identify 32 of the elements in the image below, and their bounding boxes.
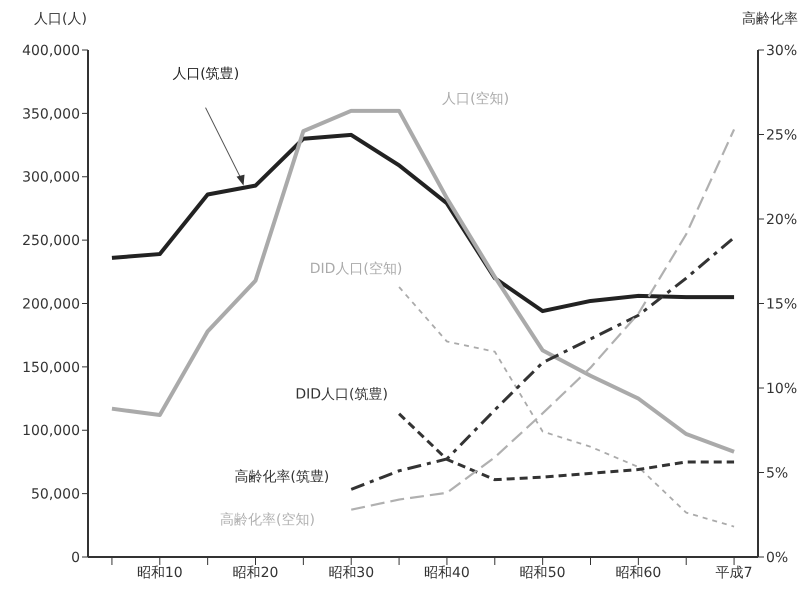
x-tick-label: 平成7 bbox=[716, 564, 753, 581]
y-tick-label: 350,000 bbox=[22, 106, 80, 122]
y-tick-label: 150,000 bbox=[22, 360, 80, 376]
y-tick-label: 300,000 bbox=[22, 170, 80, 186]
y-tick-label: 50,000 bbox=[31, 486, 80, 503]
y2-tick-label: 5% bbox=[766, 465, 788, 482]
y-tick-label: 100,000 bbox=[22, 423, 80, 440]
y-tick-label: 200,000 bbox=[22, 296, 80, 312]
y2-tick-label: 25% bbox=[766, 127, 798, 144]
y2-tick-label: 15% bbox=[766, 296, 798, 312]
series-label: 高齢化率(筑豊) bbox=[234, 468, 330, 485]
x-tick-label: 昭和60 bbox=[615, 564, 662, 581]
x-tick-label: 昭和20 bbox=[232, 564, 278, 581]
text: 人口(空知) bbox=[442, 91, 510, 108]
x-tick-label: 昭和50 bbox=[520, 564, 566, 581]
y2-tick-label: 0% bbox=[766, 550, 788, 566]
y-axis-title: 人口(人) bbox=[34, 10, 87, 28]
y-tick-label: 0 bbox=[71, 550, 80, 566]
y2-tick-label: 10% bbox=[766, 380, 798, 397]
series-label: DID人口(筑豊) bbox=[295, 386, 388, 402]
y2-axis-title: 高齢化率 bbox=[742, 10, 798, 28]
y2-tick-label: 30% bbox=[766, 42, 798, 59]
text: 人口(筑豊) bbox=[172, 66, 240, 82]
y-tick-label: 250,000 bbox=[22, 233, 80, 250]
y-tick-label: 400,000 bbox=[22, 42, 80, 59]
x-tick-label: 昭和40 bbox=[424, 564, 470, 581]
x-tick-label: 昭和10 bbox=[136, 564, 183, 581]
x-tick-label: 昭和30 bbox=[328, 564, 374, 581]
text: 高齢化率(空知) bbox=[220, 512, 315, 528]
series-label: DID人口(空知) bbox=[310, 260, 402, 277]
line-series bbox=[350, 236, 736, 491]
y2-tick-label: 20% bbox=[766, 212, 798, 228]
